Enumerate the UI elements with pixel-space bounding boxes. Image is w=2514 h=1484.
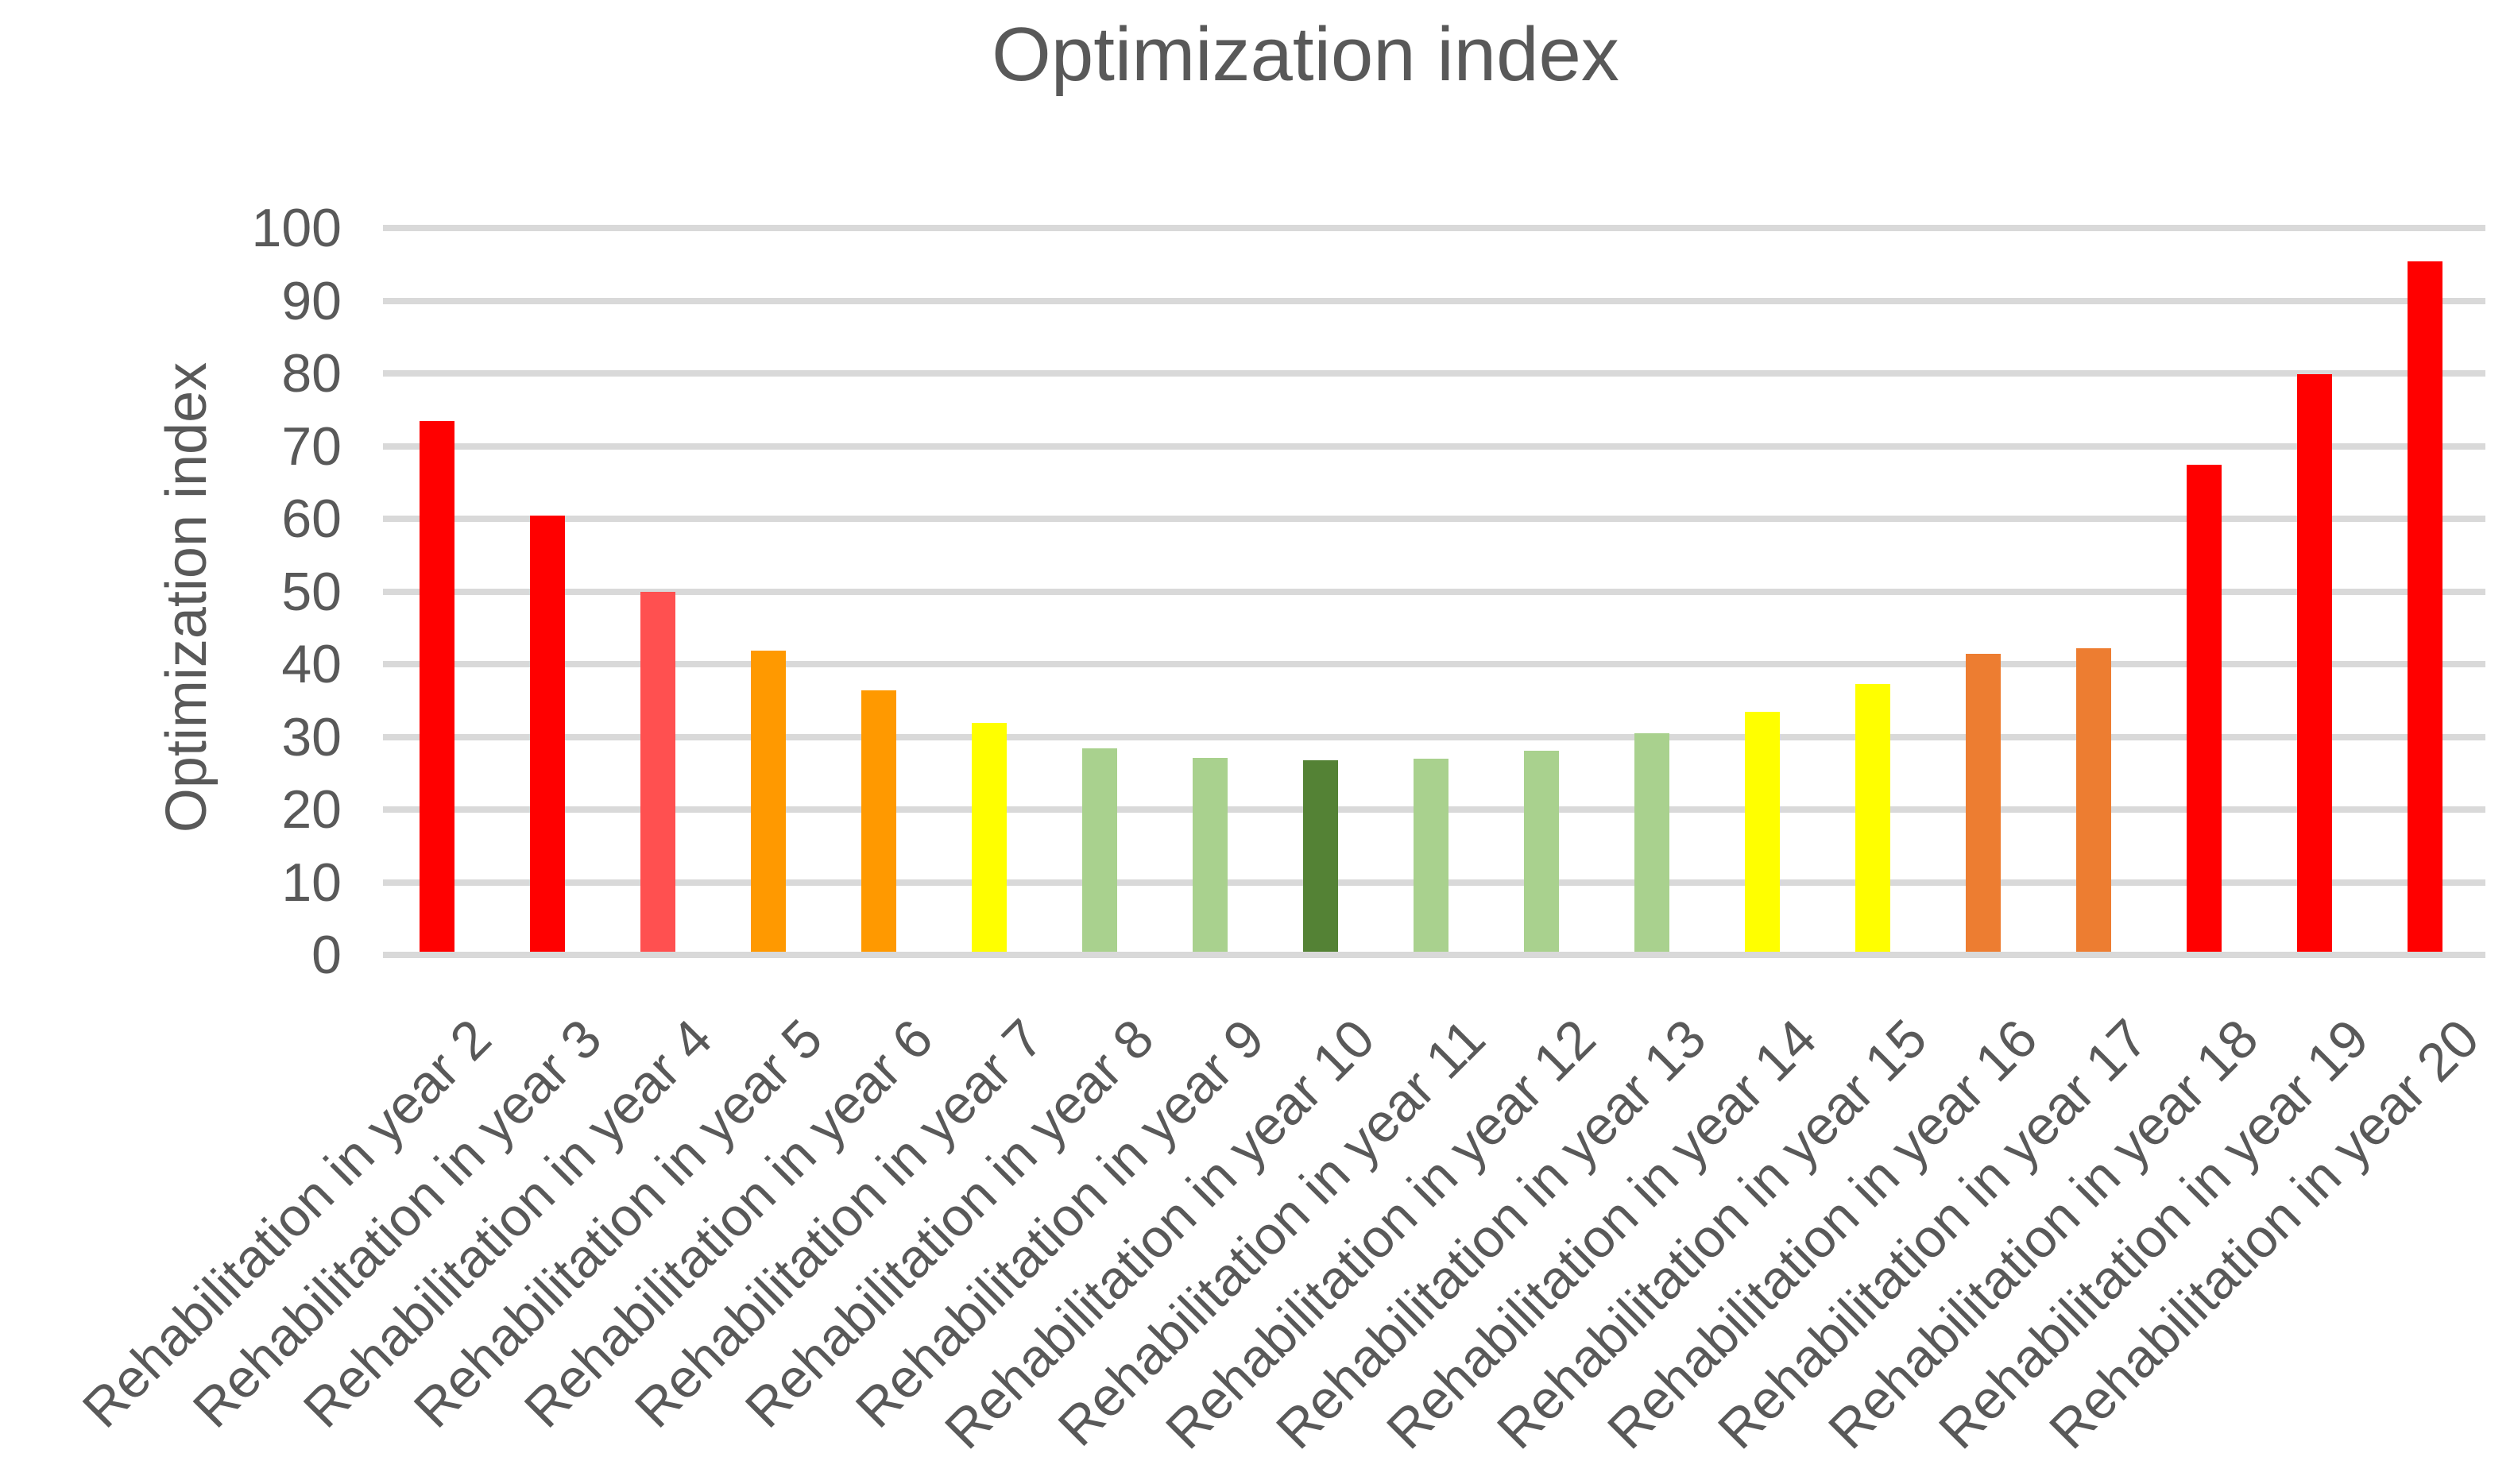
bar-17 <box>2076 648 2111 952</box>
gridline-100 <box>383 225 2485 231</box>
bar-15 <box>1855 684 1890 952</box>
bar-12 <box>1524 751 1559 952</box>
bar-13 <box>1634 733 1669 952</box>
bar-18 <box>2187 465 2222 952</box>
bar-7 <box>972 723 1007 952</box>
bar-5 <box>751 651 786 952</box>
bar-8 <box>1082 748 1117 952</box>
y-tick-label-40: 40 <box>281 634 342 694</box>
gridline-40 <box>383 661 2485 667</box>
bar-4 <box>640 592 675 952</box>
bar-20 <box>2408 261 2442 952</box>
gridline-50 <box>383 588 2485 595</box>
y-tick-label-80: 80 <box>281 343 342 404</box>
gridline-70 <box>383 442 2485 450</box>
y-tick-label-60: 60 <box>281 489 342 549</box>
gridline-30 <box>383 733 2485 740</box>
gridline-60 <box>383 516 2485 522</box>
bar-16 <box>1966 654 2001 952</box>
gridline-90 <box>383 297 2485 304</box>
chart-title: Optimization index <box>992 12 1619 97</box>
bar-9 <box>1193 758 1228 952</box>
bar-10 <box>1303 760 1338 952</box>
gridline-80 <box>383 370 2485 377</box>
bar-14 <box>1745 712 1780 952</box>
y-tick-label-70: 70 <box>281 415 342 477</box>
bar-3 <box>530 516 565 952</box>
y-tick-label-90: 90 <box>281 270 342 331</box>
bar-19 <box>2297 374 2332 952</box>
bar-11 <box>1414 759 1448 952</box>
bar-6 <box>861 690 896 952</box>
x-axis-line <box>383 952 2485 958</box>
y-tick-label-20: 20 <box>281 779 342 840</box>
y-tick-label-100: 100 <box>251 198 342 258</box>
y-tick-label-0: 0 <box>311 925 342 985</box>
y-tick-label-50: 50 <box>281 561 342 622</box>
bar-2 <box>420 421 454 952</box>
y-tick-label-10: 10 <box>281 852 342 913</box>
y-tick-label-30: 30 <box>281 706 342 767</box>
